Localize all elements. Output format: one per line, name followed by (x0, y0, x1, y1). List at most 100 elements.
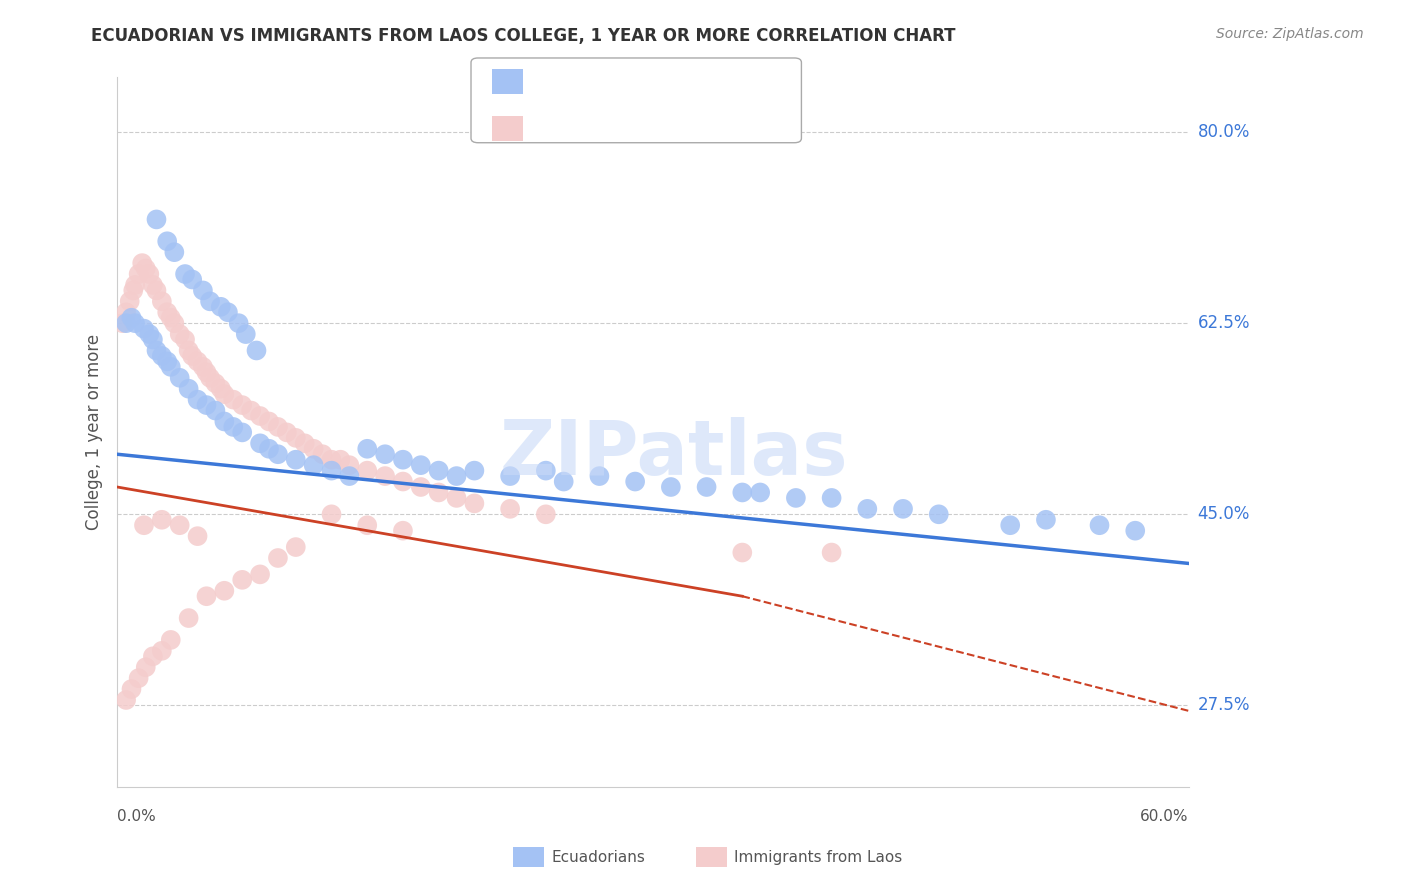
Point (588, 469, 610, 483)
Point (191, 284, 214, 298)
Point (249, 436, 271, 450)
Point (249, 567, 271, 582)
Point (374, 469, 396, 483)
Point (209, 382, 232, 396)
Point (499, 501, 522, 516)
Text: 0.0%: 0.0% (117, 809, 156, 824)
Point (128, 671, 150, 685)
Point (174, 267, 197, 281)
Point (228, 316, 250, 330)
Point (195, 398, 218, 412)
Point (214, 415, 236, 429)
Point (374, 447, 396, 461)
Point (553, 475, 575, 489)
Point (257, 415, 280, 429)
Point (392, 475, 415, 489)
Point (294, 436, 316, 450)
Text: 45.0%: 45.0% (1198, 505, 1250, 524)
Text: 80.0%: 80.0% (1198, 123, 1250, 141)
Point (187, 392, 209, 407)
Point (187, 529, 209, 543)
Point (135, 660, 157, 674)
Point (392, 452, 415, 467)
Point (150, 349, 173, 363)
Point (156, 305, 179, 319)
Point (118, 294, 141, 309)
Point (111, 316, 134, 330)
Point (198, 294, 221, 309)
Point (214, 583, 236, 598)
Point (169, 518, 191, 533)
Point (446, 491, 468, 505)
Point (463, 496, 485, 510)
Point (257, 442, 280, 456)
Point (1123, 524, 1146, 538)
Point (820, 545, 842, 559)
Point (321, 508, 343, 522)
Point (624, 475, 647, 489)
Point (928, 508, 950, 522)
Point (284, 540, 307, 554)
Point (222, 392, 245, 407)
Point (302, 458, 325, 472)
Point (163, 245, 186, 260)
Point (356, 464, 378, 478)
Point (231, 573, 253, 587)
Text: 60.0%: 60.0% (1140, 809, 1189, 824)
Point (1035, 513, 1057, 527)
Point (156, 234, 179, 248)
Point (124, 277, 146, 292)
Point (235, 327, 257, 342)
Point (409, 480, 432, 494)
Point (427, 464, 450, 478)
Text: R = -0.312: R = -0.312 (531, 69, 621, 87)
Point (121, 310, 143, 325)
Point (222, 420, 245, 434)
Point (245, 343, 267, 358)
Text: N = 73: N = 73 (682, 112, 744, 129)
Point (214, 387, 236, 401)
Point (169, 327, 191, 342)
Text: Immigrants from Laos: Immigrants from Laos (734, 850, 903, 864)
Point (659, 480, 682, 494)
Point (267, 551, 290, 566)
Point (231, 398, 253, 412)
Point (267, 447, 290, 461)
Point (209, 300, 232, 314)
Point (132, 321, 155, 335)
Point (195, 589, 218, 603)
Point (115, 316, 138, 330)
Point (302, 442, 325, 456)
Point (156, 354, 179, 368)
Point (731, 545, 754, 559)
Text: ZIPatlas: ZIPatlas (501, 417, 849, 491)
Point (204, 376, 226, 391)
Point (463, 464, 485, 478)
Point (321, 464, 343, 478)
Point (749, 485, 772, 500)
Point (356, 442, 378, 456)
Point (181, 349, 204, 363)
Point (142, 649, 165, 664)
Point (276, 425, 298, 440)
Point (356, 518, 378, 533)
Point (115, 305, 138, 319)
Text: 62.5%: 62.5% (1198, 314, 1250, 332)
Point (267, 420, 290, 434)
Point (150, 513, 173, 527)
Point (427, 485, 450, 500)
Point (337, 458, 360, 472)
Point (150, 294, 173, 309)
Point (891, 501, 914, 516)
Point (217, 305, 239, 319)
Point (138, 327, 160, 342)
Point (159, 632, 181, 647)
Point (1088, 518, 1111, 533)
Text: 27.5%: 27.5% (1198, 697, 1250, 714)
Point (159, 310, 181, 325)
Point (856, 501, 879, 516)
Text: N = 62: N = 62 (682, 69, 744, 87)
Point (534, 464, 557, 478)
Point (181, 272, 204, 286)
Point (1000, 518, 1022, 533)
